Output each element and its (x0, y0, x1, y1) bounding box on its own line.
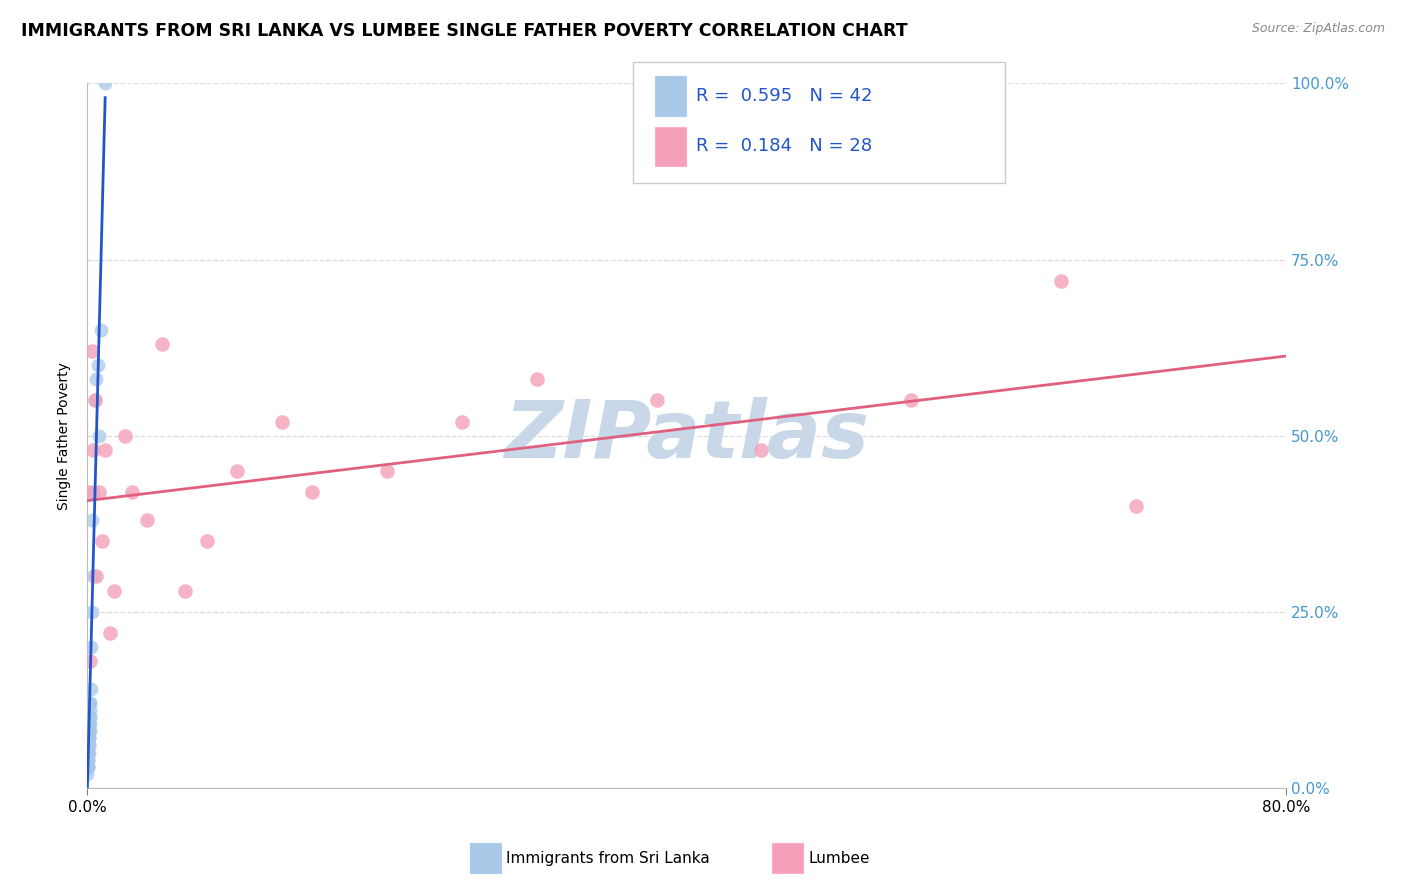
Point (375, 464, 398, 478)
Point (76, 759, 98, 773)
Point (114, 428, 136, 442)
Point (76, 766, 98, 780)
Point (94, 442, 117, 457)
Point (79, 731, 101, 746)
Point (226, 464, 249, 478)
Point (90, 323, 112, 337)
Point (77, 485, 100, 500)
Point (76, 753, 98, 767)
Text: Source: ZipAtlas.com: Source: ZipAtlas.com (1251, 22, 1385, 36)
Point (77, 746, 100, 760)
Point (77, 731, 100, 746)
Point (79, 696, 101, 710)
Point (79, 717, 101, 731)
Point (751, 442, 773, 457)
Point (301, 485, 323, 500)
Point (82, 442, 104, 457)
Y-axis label: Single Father Poverty: Single Father Poverty (58, 361, 72, 509)
Point (150, 337, 173, 351)
Point (79, 654, 101, 668)
Point (77, 731, 100, 746)
Point (77, 739, 100, 753)
Point (271, 415, 294, 429)
Point (1050, 274, 1073, 288)
Text: Lumbee: Lumbee (808, 851, 870, 865)
Point (77, 746, 100, 760)
Text: ZIPatlas: ZIPatlas (505, 397, 869, 475)
Point (77, 759, 100, 773)
Text: Immigrants from Sri Lanka: Immigrants from Sri Lanka (506, 851, 710, 865)
Point (83, 393, 105, 408)
Point (77, 746, 100, 760)
Point (79, 682, 101, 697)
Point (79, 710, 101, 724)
Point (136, 513, 159, 527)
Point (195, 534, 218, 549)
Point (77, 753, 100, 767)
Point (900, 393, 922, 408)
Point (77, 753, 100, 767)
Point (82, 485, 104, 500)
Text: R =  0.184   N = 28: R = 0.184 N = 28 (696, 137, 872, 155)
Point (450, 415, 472, 429)
Point (77, 724, 100, 739)
Point (80, 605, 103, 619)
Point (84, 372, 107, 386)
Point (77, 724, 100, 739)
Point (77, 717, 100, 731)
Point (80, 344, 103, 359)
Point (77, 739, 100, 753)
Point (77, 731, 100, 746)
Text: R =  0.595   N = 42: R = 0.595 N = 42 (696, 87, 873, 105)
Point (83, 393, 105, 408)
Point (79, 710, 101, 724)
Point (77, 739, 100, 753)
Point (103, 583, 125, 598)
Point (80, 513, 103, 527)
Point (89, 485, 111, 500)
Point (526, 372, 548, 386)
Point (91, 534, 114, 549)
Point (77, 724, 100, 739)
Point (77, 739, 100, 753)
Point (84, 569, 107, 583)
Point (79, 696, 101, 710)
Point (79, 717, 101, 731)
Point (94, 77, 117, 91)
Point (79, 724, 101, 739)
Point (89, 428, 111, 442)
Point (76, 759, 98, 773)
Point (98, 625, 121, 640)
Point (79, 703, 101, 717)
Point (121, 485, 143, 500)
Point (1125, 499, 1147, 513)
Point (82, 569, 104, 583)
Point (86, 358, 108, 372)
Point (173, 583, 195, 598)
Point (80, 640, 103, 654)
Point (645, 393, 668, 408)
Text: IMMIGRANTS FROM SRI LANKA VS LUMBEE SINGLE FATHER POVERTY CORRELATION CHART: IMMIGRANTS FROM SRI LANKA VS LUMBEE SING… (21, 22, 908, 40)
